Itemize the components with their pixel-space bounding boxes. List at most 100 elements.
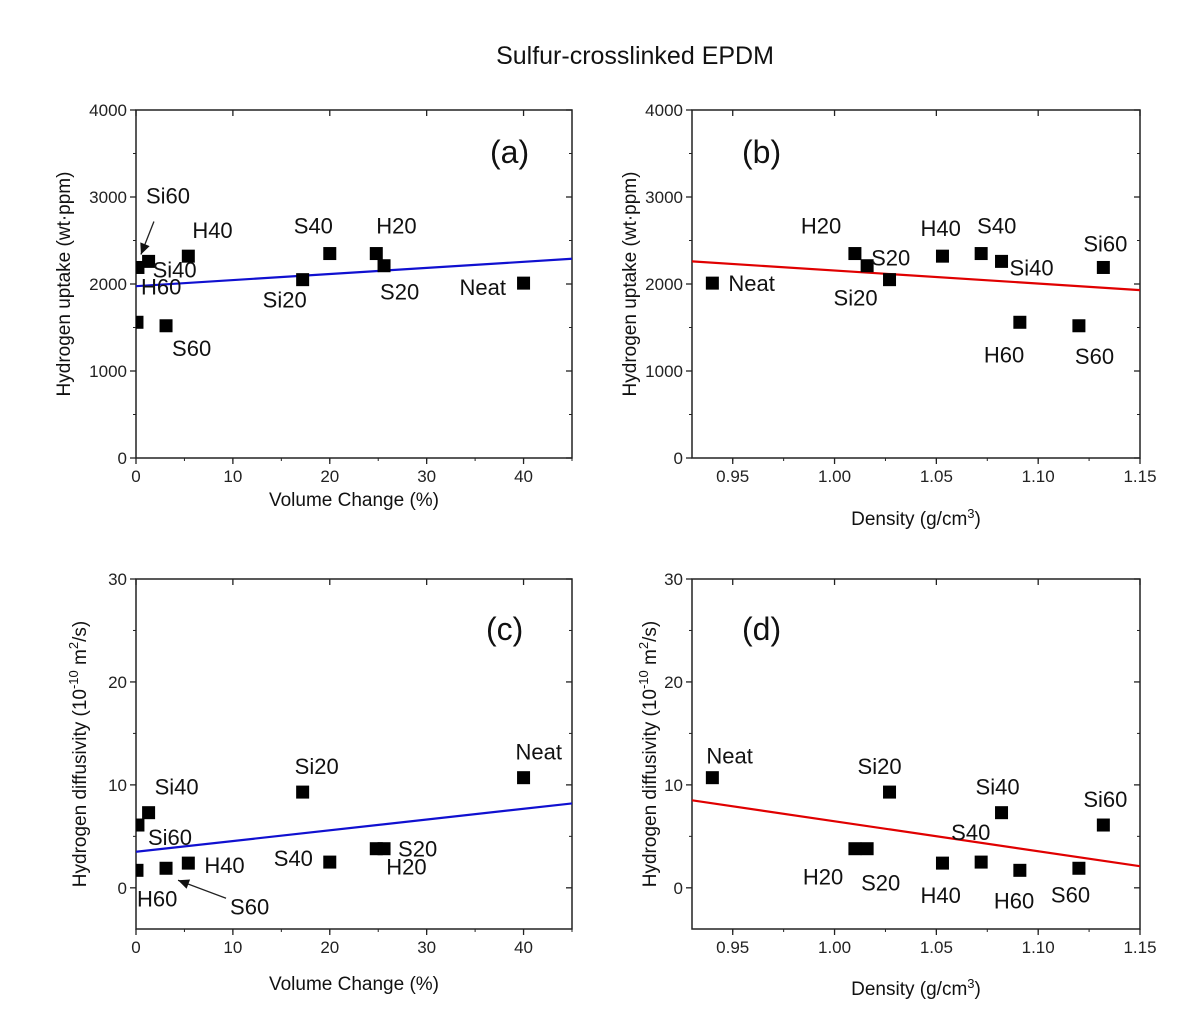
data-point-s20 bbox=[377, 259, 391, 273]
point-label-si60: Si60 bbox=[148, 825, 192, 850]
data-point-h40 bbox=[935, 856, 949, 870]
y-tick-label: 10 bbox=[664, 776, 683, 795]
y-tick-label: 2000 bbox=[645, 275, 683, 294]
data-point-h60 bbox=[1013, 315, 1027, 329]
data-point-neat bbox=[705, 276, 719, 290]
data-point-si20 bbox=[883, 785, 897, 799]
annotation-arrow-head-icon bbox=[178, 879, 191, 889]
y-tick-label: 10 bbox=[108, 776, 127, 795]
data-point-si40 bbox=[142, 254, 156, 268]
y-tick-label: 1000 bbox=[645, 362, 683, 381]
x-tick-label: 1.15 bbox=[1123, 938, 1156, 957]
point-label-s60: S60 bbox=[1075, 344, 1114, 369]
point-label-si20: Si20 bbox=[295, 754, 339, 779]
y-tick-label: 30 bbox=[108, 570, 127, 589]
x-tick-label: 10 bbox=[223, 938, 242, 957]
point-label-h40: H40 bbox=[920, 883, 960, 908]
point-label-h40: H40 bbox=[920, 216, 960, 241]
fit-line bbox=[692, 799, 1140, 868]
data-point-s60 bbox=[1072, 319, 1086, 333]
data-point-h60 bbox=[136, 863, 144, 877]
y-axis-label: Hydrogen uptake (wt·ppm) bbox=[620, 172, 641, 397]
y-tick-label: 0 bbox=[674, 879, 683, 898]
data-point-s40 bbox=[974, 855, 988, 869]
x-axis-label: Density (g/cm3) bbox=[851, 976, 981, 1001]
point-label-s40: S40 bbox=[977, 214, 1016, 239]
data-point-si40 bbox=[995, 806, 1009, 820]
point-label-si60: Si60 bbox=[146, 183, 190, 208]
y-tick-label: 4000 bbox=[645, 101, 683, 120]
data-point-s40 bbox=[323, 855, 337, 869]
x-tick-label: 1.10 bbox=[1022, 467, 1055, 486]
annotation-arrow-head-icon bbox=[140, 242, 150, 255]
point-label-h20: H20 bbox=[803, 865, 843, 890]
point-label-si20: Si20 bbox=[858, 754, 902, 779]
data-point-neat bbox=[517, 276, 531, 290]
x-tick-label: 0.95 bbox=[716, 938, 749, 957]
y-tick-label: 2000 bbox=[89, 275, 127, 294]
x-axis-label: Volume Change (%) bbox=[269, 490, 439, 511]
panel-label: (c) bbox=[486, 611, 523, 647]
data-point-si20 bbox=[296, 273, 310, 287]
point-label-s20: S20 bbox=[861, 871, 900, 896]
y-tick-label: 4000 bbox=[89, 101, 127, 120]
y-tick-label: 0 bbox=[118, 879, 127, 898]
data-point-neat bbox=[705, 771, 719, 785]
panel-label: (a) bbox=[490, 134, 529, 170]
panel-a: 0 10 20 30 40 0 1000 2000 3000 4000 Volume Change … bbox=[54, 101, 573, 511]
point-label-h60: H60 bbox=[994, 888, 1034, 913]
y-axis-label: Hydrogen uptake (wt·ppm) bbox=[54, 172, 75, 397]
point-label-si20: Si20 bbox=[834, 286, 878, 311]
data-point-s20 bbox=[860, 259, 874, 273]
x-axis-label: Density (g/cm3) bbox=[851, 506, 981, 531]
data-point-s20 bbox=[377, 842, 391, 856]
point-label-s60: S60 bbox=[172, 336, 211, 361]
x-tick-label: 10 bbox=[223, 467, 242, 486]
data-point-h20 bbox=[369, 247, 383, 261]
x-tick-label: 0 bbox=[131, 938, 140, 957]
point-label-h60: H60 bbox=[137, 886, 177, 911]
point-label-h20: H20 bbox=[376, 214, 416, 239]
x-tick-label: 20 bbox=[320, 467, 339, 486]
y-tick-label: 3000 bbox=[645, 188, 683, 207]
x-tick-label: 40 bbox=[514, 467, 533, 486]
y-tick-label: 30 bbox=[664, 570, 683, 589]
fit-line bbox=[692, 260, 1140, 292]
data-point-si20 bbox=[883, 273, 897, 287]
point-label-s40: S40 bbox=[274, 846, 313, 871]
x-tick-label: 1.05 bbox=[920, 938, 953, 957]
data-point-si60 bbox=[1096, 818, 1110, 832]
x-tick-label: 1.00 bbox=[818, 938, 851, 957]
data-point-neat bbox=[517, 771, 531, 785]
point-label-s60: S60 bbox=[230, 894, 269, 919]
data-point-h60 bbox=[136, 315, 144, 329]
point-label-h20: H20 bbox=[386, 855, 426, 880]
data-point-s60 bbox=[1072, 861, 1086, 875]
data-point-si40 bbox=[142, 806, 156, 820]
x-axis-label: Volume Change (%) bbox=[269, 974, 439, 995]
panel-label: (d) bbox=[742, 611, 781, 647]
y-tick-label: 0 bbox=[118, 449, 127, 468]
data-point-si40 bbox=[995, 254, 1009, 268]
point-label-s20: S20 bbox=[380, 280, 419, 305]
point-label-neat: Neat bbox=[728, 271, 774, 296]
data-point-s60 bbox=[159, 319, 173, 333]
point-label-neat: Neat bbox=[460, 275, 506, 300]
point-label-si40: Si40 bbox=[155, 775, 199, 800]
point-label-neat: Neat bbox=[516, 740, 562, 765]
point-label-si60: Si60 bbox=[1083, 231, 1127, 256]
x-tick-label: 1.15 bbox=[1123, 467, 1156, 486]
y-tick-label: 3000 bbox=[89, 188, 127, 207]
data-point-h40 bbox=[181, 249, 195, 263]
panel-d: 0.95 1.00 1.05 1.10 1.15 0 10 20 30 Density (g/cm… bbox=[636, 570, 1157, 1000]
data-point-h40 bbox=[935, 249, 949, 263]
point-label-s20: S20 bbox=[871, 246, 910, 271]
point-label-si20: Si20 bbox=[263, 288, 307, 313]
point-label-s20: S20 bbox=[398, 837, 437, 862]
panel-b: 0.95 1.00 1.05 1.10 1.15 0 1000 2000 3000 4000 Den… bbox=[620, 101, 1157, 530]
point-label-h60: H60 bbox=[141, 274, 181, 299]
data-point-si20 bbox=[296, 785, 310, 799]
point-label-s40: S40 bbox=[294, 214, 333, 239]
y-tick-label: 1000 bbox=[89, 362, 127, 381]
